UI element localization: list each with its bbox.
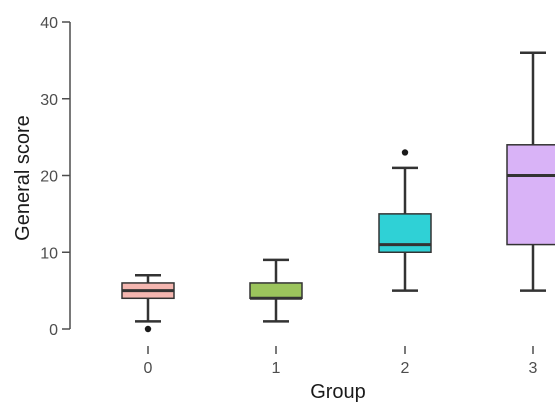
box-iqr — [378, 213, 432, 253]
outlier-point — [144, 325, 152, 333]
y-tick-label: 30 — [40, 92, 58, 109]
box-iqr — [249, 282, 303, 300]
x-axis: 0 1 2 3 — [144, 346, 538, 377]
y-axis: 0 10 20 30 40 — [40, 15, 71, 339]
boxes — [121, 51, 555, 333]
box-group-3 — [506, 51, 555, 292]
box-iqr — [506, 144, 555, 246]
box-group-1 — [249, 258, 303, 323]
box-group-2 — [378, 149, 432, 292]
outlier-point — [401, 149, 409, 156]
x-tick-label: 3 — [529, 360, 538, 377]
x-tick-label: 0 — [144, 360, 153, 377]
x-tick-label: 2 — [401, 360, 410, 377]
y-tick-label: 40 — [40, 15, 58, 32]
x-tick-label: 1 — [272, 360, 281, 377]
y-tick-label: 20 — [40, 169, 58, 186]
y-axis-title: General score — [12, 115, 34, 241]
box-group-0 — [121, 274, 175, 333]
x-axis-title: Group — [310, 381, 366, 403]
y-tick-label: 0 — [49, 322, 58, 339]
y-tick-label: 10 — [40, 245, 58, 262]
